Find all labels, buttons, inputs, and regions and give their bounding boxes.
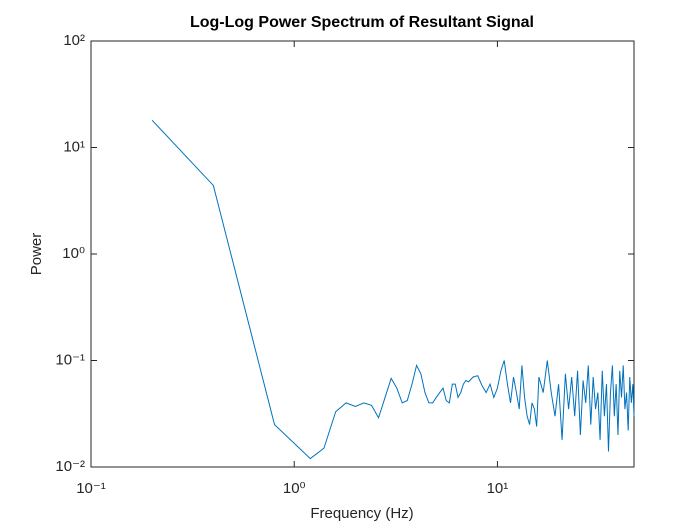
y-tick-label: 10⁻¹: [55, 351, 85, 368]
y-tick-label: 10¹: [63, 138, 85, 155]
y-tick-label: 10⁻²: [55, 458, 85, 475]
y-tick-label: 10²: [63, 32, 85, 49]
data-line: [151, 119, 635, 460]
x-tick-label: 10⁻¹: [76, 480, 106, 497]
y-axis-label: Power: [28, 233, 45, 276]
x-tick-label: 10¹: [487, 480, 509, 497]
y-tick-label: 10⁰: [62, 245, 85, 262]
x-axis-label: Frequency (Hz): [310, 505, 413, 522]
x-tick-label: 10⁰: [283, 480, 306, 497]
chart-title: Log-Log Power Spectrum of Resultant Sign…: [190, 14, 534, 31]
